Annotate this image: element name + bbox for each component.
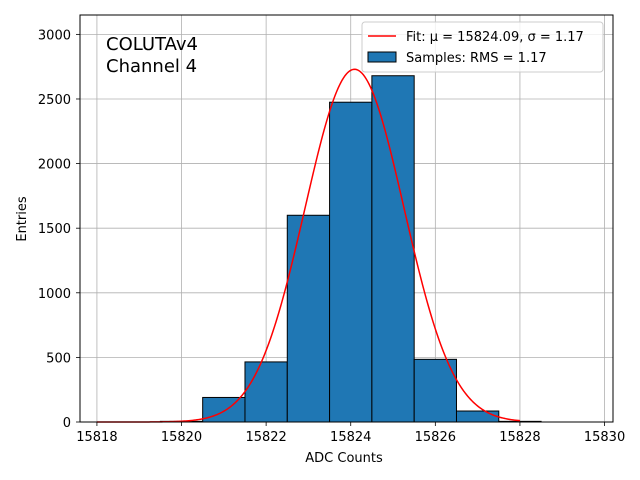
legend-samples-label: Samples: RMS = 1.17 bbox=[406, 51, 547, 66]
histogram-bar bbox=[329, 101, 373, 423]
y-axis-title: Entries bbox=[15, 196, 30, 242]
annotation-line-2: Channel 4 bbox=[106, 56, 197, 77]
legend-box bbox=[361, 21, 604, 73]
y-tick-label: 500 bbox=[46, 351, 71, 366]
y-axis-ticks: 0 500 1000 1500 2000 2500 3000 bbox=[38, 28, 80, 431]
x-axis-ticks: 15818 15820 15822 15824 15826 15828 15830 bbox=[76, 422, 625, 445]
histogram-bar bbox=[371, 75, 415, 423]
histogram-bar bbox=[286, 214, 331, 423]
axes-frame bbox=[79, 14, 614, 423]
y-tick-label: 2000 bbox=[38, 158, 71, 173]
legend: Fit: μ = 15824.09, σ = 1.17 Samples: RMS… bbox=[361, 21, 604, 73]
x-tick-label: 15828 bbox=[499, 430, 540, 445]
histogram-bar bbox=[455, 410, 500, 423]
y-tick-label: 2500 bbox=[38, 93, 71, 108]
legend-samples-swatch bbox=[367, 51, 397, 63]
x-tick-label: 15830 bbox=[584, 430, 625, 445]
annotation-line-1: COLUTAv4 bbox=[106, 34, 198, 55]
y-tick-label: 3000 bbox=[38, 28, 71, 43]
legend-fit-label: Fit: μ = 15824.09, σ = 1.17 bbox=[406, 30, 584, 45]
y-tick-label: 0 bbox=[63, 416, 71, 431]
x-tick-label: 15826 bbox=[415, 430, 456, 445]
x-tick-label: 15818 bbox=[76, 430, 117, 445]
x-tick-label: 15820 bbox=[161, 430, 202, 445]
y-tick-label: 1500 bbox=[38, 222, 71, 237]
x-tick-label: 15822 bbox=[245, 430, 286, 445]
x-tick-label: 15824 bbox=[330, 430, 371, 445]
x-axis-title: ADC Counts bbox=[305, 451, 383, 466]
histogram-bar bbox=[244, 361, 288, 423]
y-tick-label: 1000 bbox=[38, 287, 71, 302]
histogram-bar bbox=[202, 396, 246, 423]
